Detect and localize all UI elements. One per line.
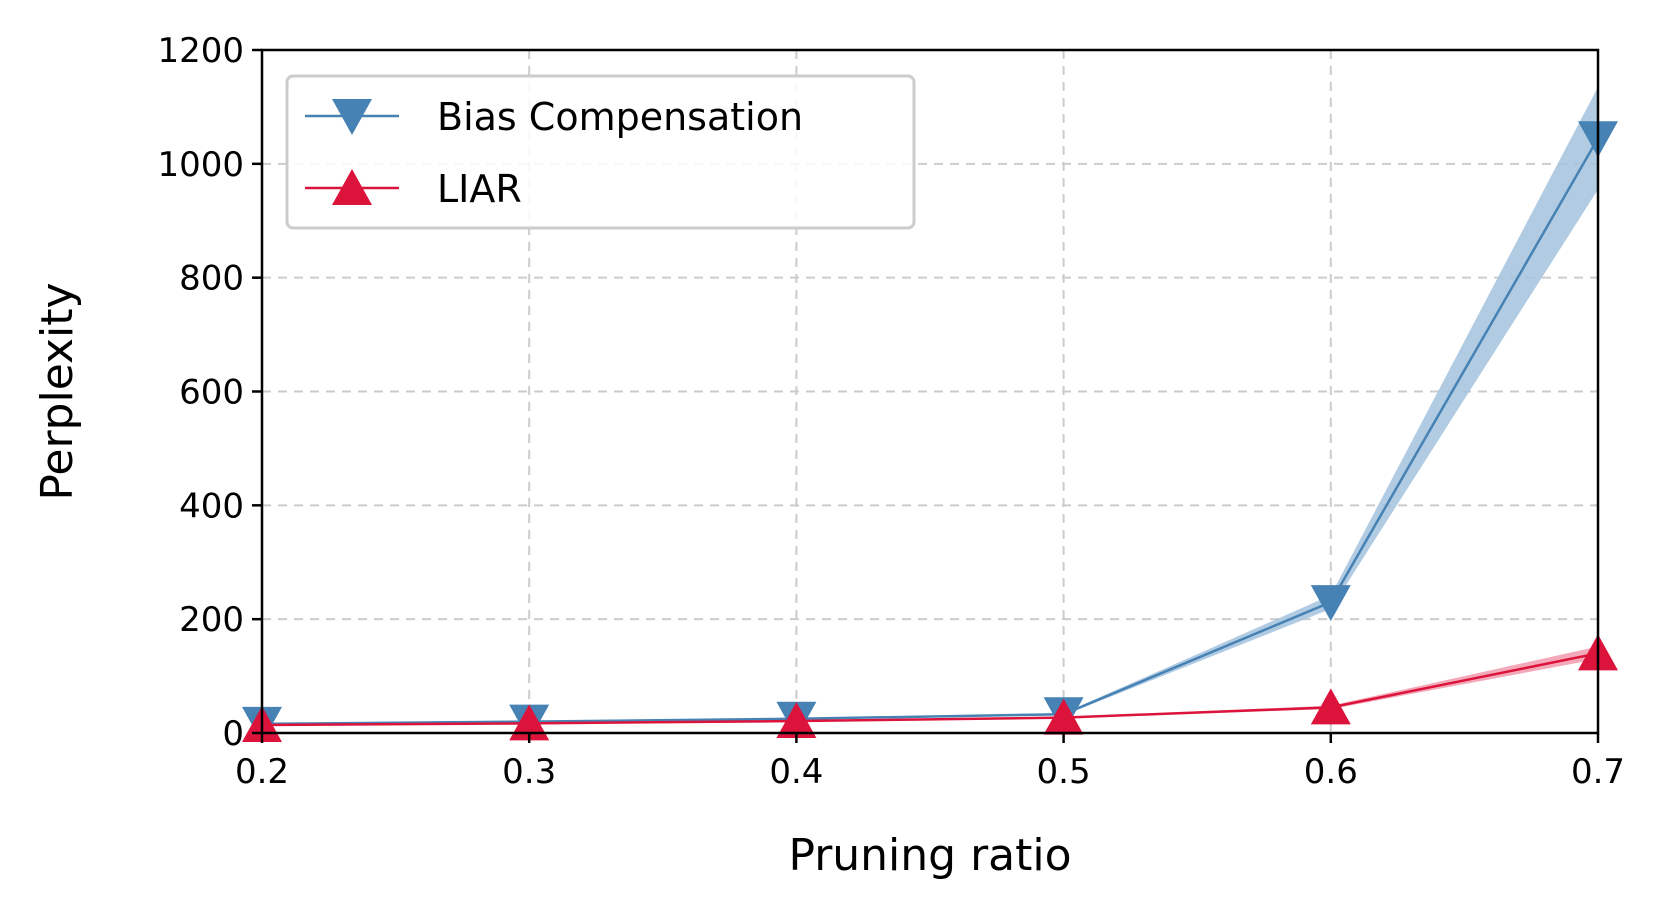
legend-marker-liar bbox=[332, 169, 372, 205]
x-tick-label: 0.4 bbox=[769, 752, 823, 792]
x-tick-label: 0.2 bbox=[235, 752, 289, 792]
y-tick-label: 400 bbox=[179, 486, 244, 526]
series-lines bbox=[261, 137, 1600, 727]
liar-marker bbox=[1043, 698, 1084, 735]
liar-line bbox=[261, 652, 1599, 727]
y-tick-label: 1200 bbox=[157, 31, 244, 71]
y-tick-label: 600 bbox=[179, 373, 244, 413]
liar-marker bbox=[1310, 688, 1351, 725]
x-tick-label: 0.5 bbox=[1037, 752, 1091, 792]
x-tick-label: 0.6 bbox=[1304, 752, 1358, 792]
y-tick-label: 0 bbox=[222, 714, 244, 754]
legend-box bbox=[285, 74, 916, 230]
x-tick-label: 0.7 bbox=[1571, 752, 1625, 792]
bias-compensation-marker bbox=[1310, 585, 1351, 622]
bias-compensation-line bbox=[261, 137, 1600, 726]
legend-label-bias-compensation: Bias Compensation bbox=[437, 95, 803, 139]
axis-ticks: 0.2 0.3 0.4 0.5 0.6 0.7 0 200 400 600 800 1000 1200 bbox=[157, 31, 1625, 792]
liar-marker bbox=[776, 702, 817, 739]
y-axis-label: Perplexity bbox=[32, 282, 83, 500]
y-tick-label: 800 bbox=[179, 259, 244, 299]
legend: Bias Compensation LIAR bbox=[285, 74, 916, 230]
liar-band bbox=[262, 646, 1598, 726]
y-tick-label: 1000 bbox=[157, 145, 244, 185]
x-tick-label: 0.3 bbox=[502, 752, 556, 792]
y-tick-label: 200 bbox=[179, 600, 244, 640]
legend-label-liar: LIAR bbox=[437, 167, 522, 211]
liar-marker bbox=[509, 704, 550, 741]
legend-marker-bias-compensation bbox=[332, 99, 372, 135]
x-axis-label: Pruning ratio bbox=[788, 830, 1071, 881]
